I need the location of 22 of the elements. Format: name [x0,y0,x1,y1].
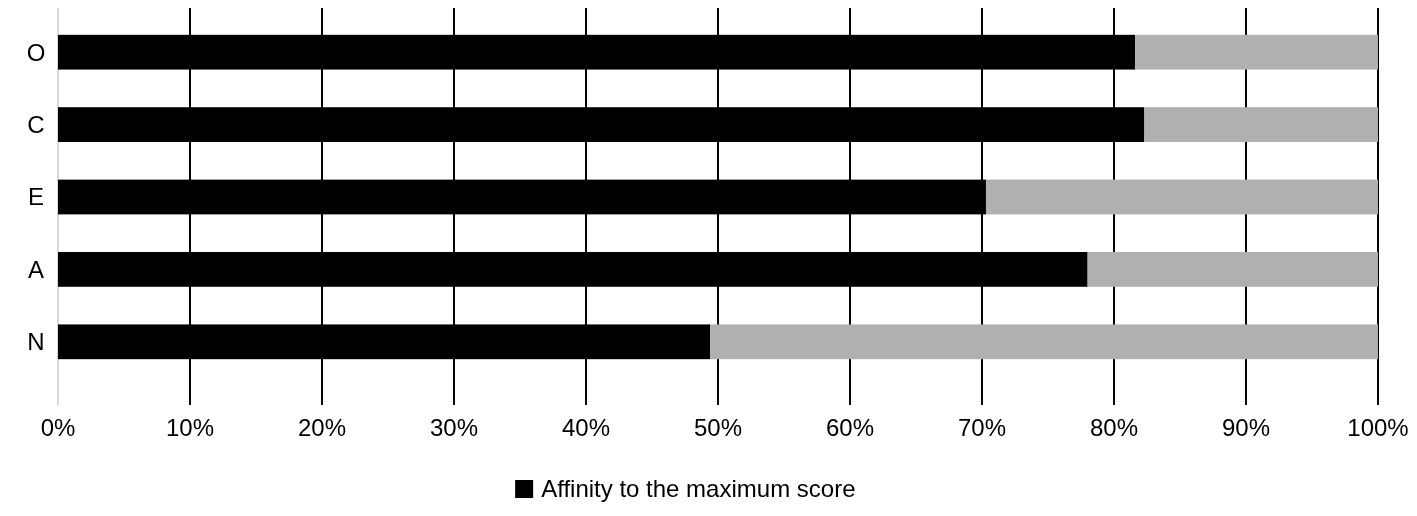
legend-label: Affinity to the maximum score [541,475,856,502]
bar [1087,252,1378,287]
bar [985,179,1378,215]
y-tick-label: O [26,38,46,66]
x-tick-label: 10% [165,414,215,441]
bar [710,324,1378,360]
x-tick-label: 100% [1347,414,1409,441]
x-tick-label: 40% [561,414,611,441]
x-tick-label: 60% [825,414,875,441]
y-tick-label: E [27,183,45,211]
x-tick-label: 30% [429,414,479,441]
x-tick-label: 80% [1089,414,1139,441]
bar [1144,107,1378,142]
x-tick-label: 20% [297,414,347,441]
x-tick-label: 90% [1221,414,1271,441]
x-tick-label: 70% [957,414,1007,441]
x-tick-label: 50% [693,414,743,441]
y-tick-label: A [27,255,45,283]
bar [1135,34,1378,70]
x-tick-label: 0% [40,414,76,441]
y-tick-label: C [27,111,45,138]
y-tick-label: N [27,328,45,356]
